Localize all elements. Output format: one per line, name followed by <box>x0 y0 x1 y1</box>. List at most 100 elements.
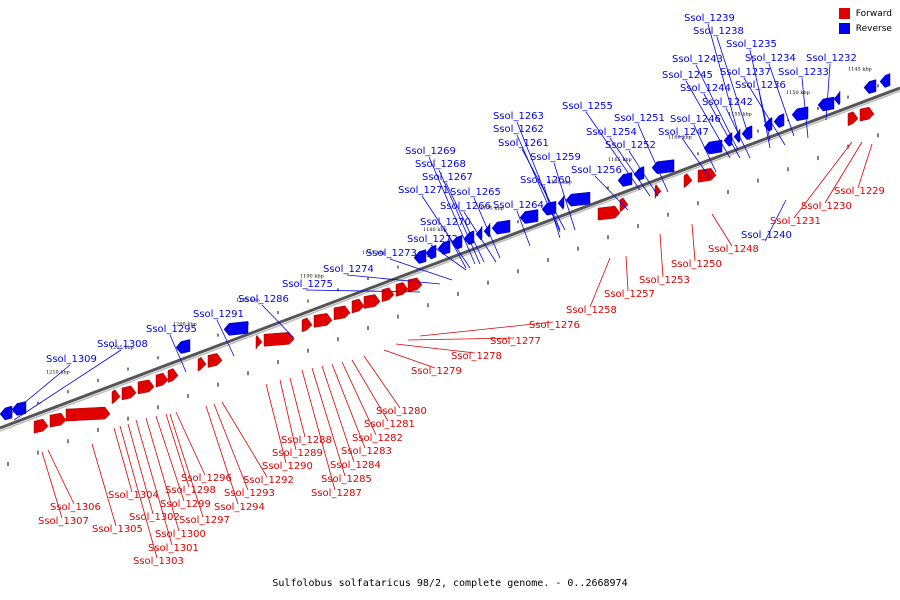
reverse-gene <box>223 321 249 336</box>
reverse-gene-label: Ssol_1266 <box>440 201 491 212</box>
reverse-gene <box>491 219 511 235</box>
forward-gene-label-leader <box>351 359 389 422</box>
forward-gene <box>381 287 395 303</box>
kbp-tick-label: 1150 kbp <box>786 90 810 96</box>
forward-gene-label-leader <box>155 415 185 502</box>
forward-gene <box>697 168 717 183</box>
forward-gene-label: Ssol_1231 <box>770 216 821 227</box>
forward-gene <box>65 406 111 422</box>
reverse-gene-label: Ssol_1271 <box>398 185 449 196</box>
forward-gene-label-leader <box>659 233 664 278</box>
reverse-gene-label: Ssol_1263 <box>493 111 544 122</box>
forward-gene <box>847 111 859 127</box>
reverse-gene-label: Ssol_1238 <box>693 26 744 37</box>
forward-gene-label-leader <box>301 369 336 491</box>
forward-gene-label-leader <box>383 349 436 369</box>
kbp-tick-label: 1160 kbp <box>668 134 692 140</box>
forward-gene-label: Ssol_1299 <box>160 499 211 510</box>
reverse-gene <box>475 226 483 241</box>
forward-gene-label-leader <box>213 403 249 491</box>
forward-gene-label-leader <box>407 337 515 341</box>
reverse-gene-label-leader <box>169 334 187 373</box>
forward-gene-label-leader <box>691 223 696 262</box>
forward-gene <box>683 173 693 189</box>
reverse-gene-label: Ssol_1273 <box>366 248 417 259</box>
forward-gene-label-leader <box>91 443 117 527</box>
reverse-gene-label-leader <box>346 274 441 285</box>
reverse-gene-label-leader <box>13 349 122 421</box>
reverse-gene-label-leader <box>216 319 235 357</box>
kbp-tick-label: 1165 kbp <box>608 157 632 163</box>
reverse-gene-label-leader <box>543 185 561 239</box>
reverse-gene-label: Ssol_1265 <box>450 187 501 198</box>
legend: Forward Reverse <box>838 8 892 38</box>
reverse-gene-label: Ssol_1251 <box>614 113 665 124</box>
forward-gene <box>351 298 365 314</box>
forward-gene-label-leader <box>311 367 346 477</box>
forward-gene-label-leader <box>711 213 733 247</box>
forward-gene <box>111 389 121 405</box>
forward-gene-label: Ssol_1289 <box>272 448 323 459</box>
kbp-tick-label: 1185 kbp <box>362 250 386 256</box>
forward-gene-label: Ssol_1229 <box>834 186 885 197</box>
forward-gene-label-leader <box>265 383 287 464</box>
forward-gene-label-leader <box>589 257 611 308</box>
reverse-gene-label: Ssol_1270 <box>420 217 471 228</box>
forward-swatch <box>838 8 850 19</box>
reverse-gene-label-leader <box>445 182 485 263</box>
reverse-gene-label-leader <box>764 199 787 242</box>
forward-gene-label: Ssol_1284 <box>330 460 381 471</box>
reverse-gene-label-leader <box>305 289 421 293</box>
forward-gene-label: Ssol_1293 <box>224 488 275 499</box>
forward-gene-label: Ssol_1279 <box>411 366 462 377</box>
reverse-gene-label-leader <box>725 107 751 159</box>
forward-gene-label-leader <box>41 451 63 519</box>
forward-gene <box>313 313 333 328</box>
reverse-gene <box>863 79 877 94</box>
reverse-gene <box>413 249 427 264</box>
forward-gene-label-leader <box>169 413 204 518</box>
reverse-gene-label: Ssol_1291 <box>193 309 244 320</box>
forward-gene-label-leader <box>205 405 239 505</box>
reverse-gene-label: Ssol_1274 <box>323 264 374 275</box>
kbp-tick-label: 1210 kbp <box>46 369 70 375</box>
reverse-gene-label: Ssol_1295 <box>146 324 197 335</box>
reverse-gene-label-leader <box>443 227 467 269</box>
forward-gene <box>407 277 423 293</box>
forward-gene-label-leader <box>119 425 158 559</box>
forward-gene-label: Ssol_1277 <box>490 336 541 347</box>
forward-gene-label: Ssol_1290 <box>262 461 313 472</box>
reverse-gene <box>175 339 191 354</box>
kbp-tick-label: 1145 kbp <box>848 66 872 72</box>
forward-gene-label-leader <box>47 449 75 505</box>
forward-gene-label: Ssol_1306 <box>50 502 101 513</box>
reverse-gene-label-leader <box>516 210 531 247</box>
kbp-tick-label: 1200 kbp <box>173 321 197 327</box>
forward-gene-label: Ssol_1276 <box>529 320 580 331</box>
reverse-gene <box>879 73 891 88</box>
reverse-gene-label: Ssol_1261 <box>498 138 549 149</box>
genome-backbone <box>0 86 900 430</box>
forward-gene-label: Ssol_1282 <box>352 433 403 444</box>
reverse-gene-label: Ssol_1275 <box>282 279 333 290</box>
kbp-tick-label: 1175 kbp <box>480 205 504 211</box>
reverse-gene-label-leader <box>463 211 497 263</box>
reverse-gene-label: Ssol_1286 <box>238 294 289 305</box>
reverse-gene-label-leader <box>637 123 669 193</box>
reverse-gene-label-leader <box>693 124 717 173</box>
reverse-gene-label-leader <box>768 63 795 137</box>
forward-gene <box>155 372 169 388</box>
reverse-gene-label: Ssol_1234 <box>745 53 796 64</box>
legend-forward: Forward <box>838 8 892 19</box>
reverse-gene-label: Ssol_1243 <box>672 54 723 65</box>
reverse-gene-label-leader <box>685 80 731 159</box>
reverse-gene-label: Ssol_1245 <box>662 70 713 81</box>
forward-gene-label-leader <box>135 419 173 546</box>
forward-gene-label: Ssol_1278 <box>451 351 502 362</box>
forward-gene-label: Ssol_1296 <box>181 473 232 484</box>
reverse-gene <box>11 401 27 416</box>
reverse-gene <box>791 106 809 122</box>
kbp-tick-label: 1155 kbp <box>728 112 752 118</box>
reverse-gene-label-leader <box>703 93 741 159</box>
